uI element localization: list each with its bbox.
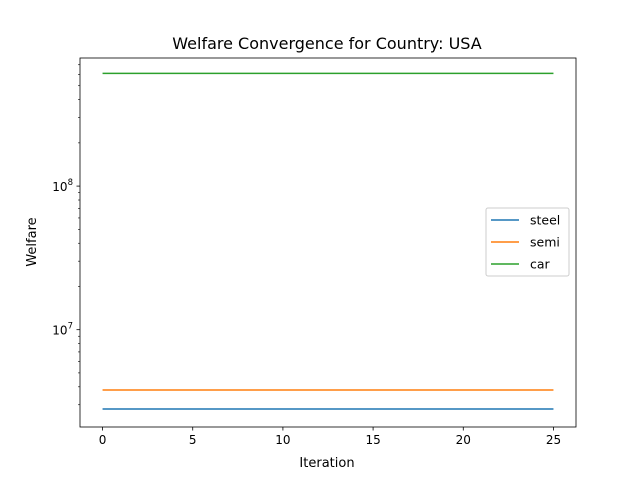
x-tick-label: 10 — [275, 433, 290, 447]
x-tick-label: 5 — [189, 433, 197, 447]
y-tick-label: 107 — [52, 322, 73, 338]
legend: steel semi car — [485, 207, 570, 277]
chart-title: Welfare Convergence for Country: USA — [172, 34, 481, 53]
y-axis-label: Welfare — [25, 217, 40, 266]
plot-frame — [79, 57, 577, 428]
x-axis-label: Iteration — [299, 456, 354, 471]
x-tick-label: 25 — [546, 433, 561, 447]
legend-label-steel: steel — [530, 213, 560, 228]
x-tick-label: 0 — [99, 433, 107, 447]
x-tick-label: 20 — [456, 433, 471, 447]
plot-area: 0 5 10 15 20 25 107 108 — [52, 57, 577, 447]
legend-box — [485, 207, 570, 277]
legend-label-car: car — [530, 257, 551, 272]
x-tick-label: 15 — [365, 433, 380, 447]
y-tick-label: 108 — [52, 178, 73, 194]
legend-label-semi: semi — [530, 235, 560, 250]
